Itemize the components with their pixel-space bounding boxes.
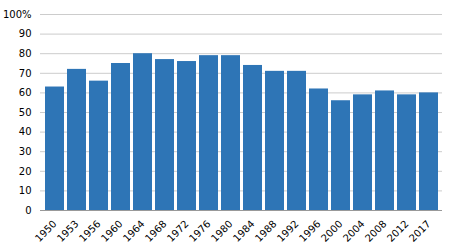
svg-text:1976: 1976 xyxy=(187,218,213,244)
svg-text:1960: 1960 xyxy=(99,218,125,244)
svg-text:1996: 1996 xyxy=(297,218,323,244)
svg-text:70: 70 xyxy=(19,68,32,79)
svg-text:1950: 1950 xyxy=(33,218,59,244)
svg-text:2012: 2012 xyxy=(385,218,411,244)
svg-text:60: 60 xyxy=(19,87,32,98)
svg-text:1953: 1953 xyxy=(55,218,81,244)
svg-text:1972: 1972 xyxy=(165,218,191,244)
svg-text:2000: 2000 xyxy=(319,218,345,244)
svg-text:50: 50 xyxy=(19,107,32,118)
svg-text:1964: 1964 xyxy=(121,218,147,244)
svg-text:2008: 2008 xyxy=(363,218,389,244)
svg-text:1968: 1968 xyxy=(143,218,169,244)
svg-text:30: 30 xyxy=(19,146,32,157)
svg-text:1988: 1988 xyxy=(253,218,279,244)
svg-text:10: 10 xyxy=(19,185,32,196)
svg-text:1984: 1984 xyxy=(231,218,257,244)
svg-text:80: 80 xyxy=(19,48,32,59)
svg-text:1992: 1992 xyxy=(275,218,301,244)
svg-text:40: 40 xyxy=(19,126,32,137)
svg-text:0: 0 xyxy=(25,205,31,216)
svg-text:100%: 100% xyxy=(3,9,32,20)
svg-text:90: 90 xyxy=(19,28,32,39)
svg-text:1980: 1980 xyxy=(209,218,235,244)
svg-text:1956: 1956 xyxy=(77,218,103,244)
svg-text:20: 20 xyxy=(19,166,32,177)
svg-text:2017: 2017 xyxy=(407,218,433,244)
svg-text:2004: 2004 xyxy=(341,218,367,244)
